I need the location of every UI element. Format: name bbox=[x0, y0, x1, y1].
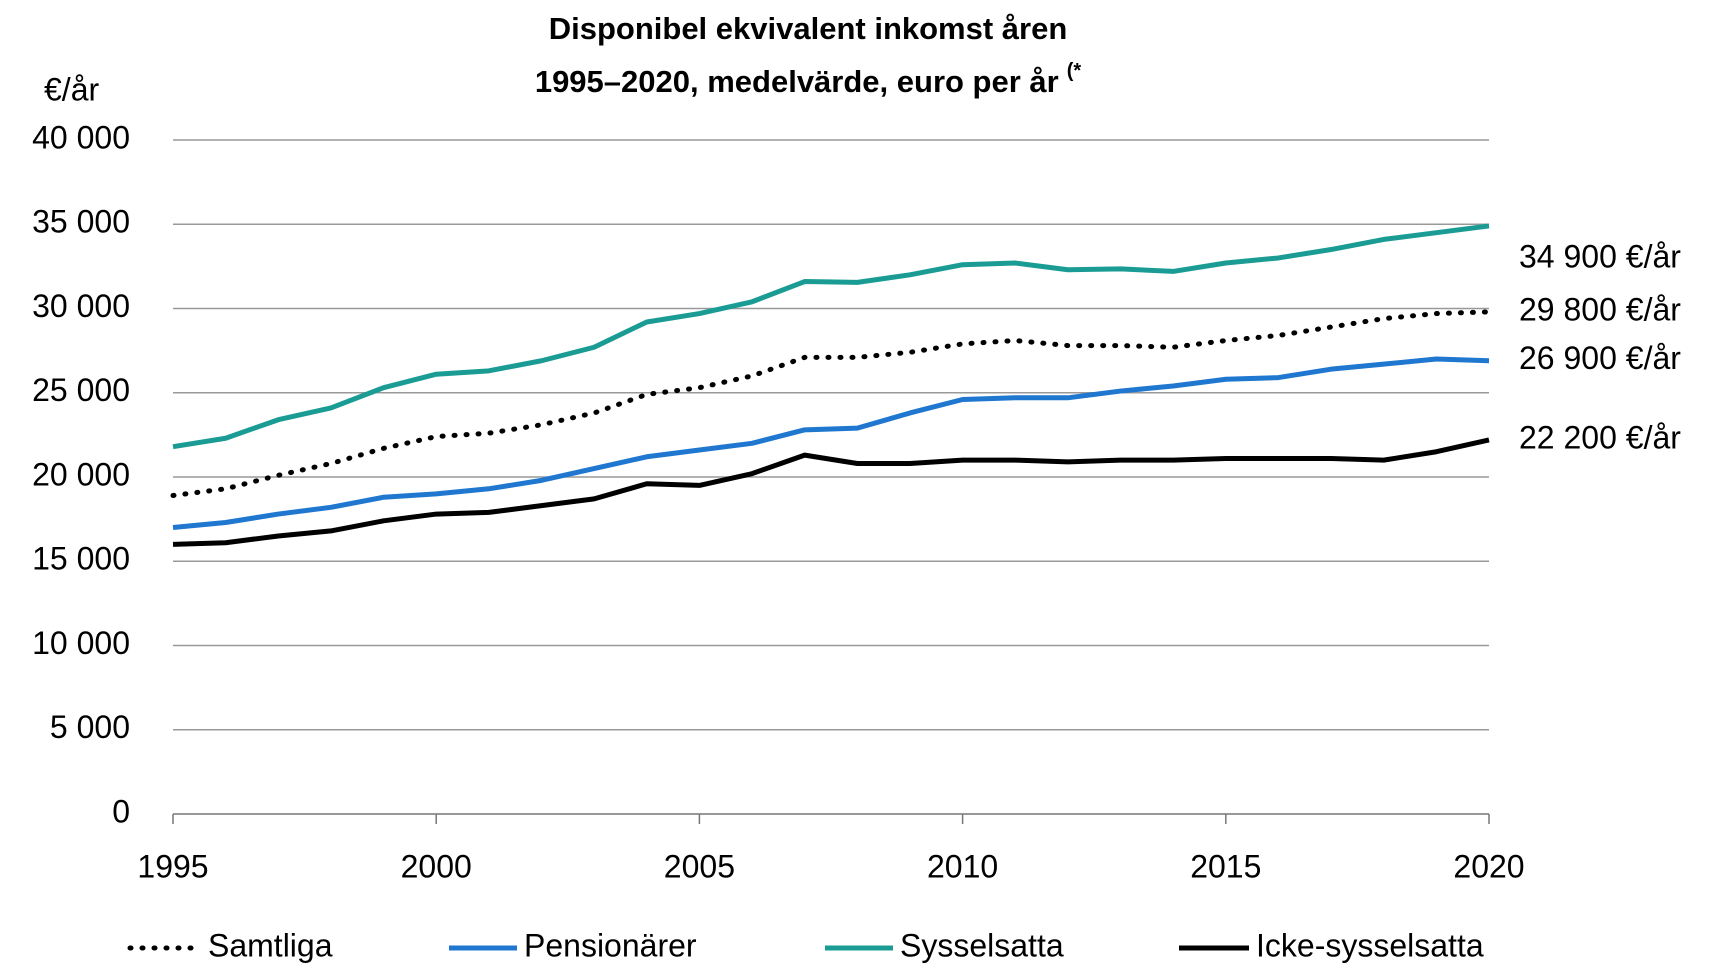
legend-label: Pensionärer bbox=[524, 927, 697, 963]
x-tick-label: 2015 bbox=[1190, 848, 1261, 884]
x-tick-label: 2000 bbox=[401, 848, 472, 884]
y-axis-label: €/år bbox=[44, 71, 99, 107]
y-tick-label: 35 000 bbox=[32, 204, 130, 240]
x-tick-label: 2020 bbox=[1453, 848, 1524, 884]
y-tick-label: 0 bbox=[112, 793, 130, 829]
x-tick-label: 1995 bbox=[137, 848, 208, 884]
chart-title: 1995–2020, medelvärde, euro per år (* bbox=[535, 60, 1082, 99]
y-tick-label: 10 000 bbox=[32, 625, 130, 661]
y-tick-label: 40 000 bbox=[32, 119, 130, 155]
y-tick-label: 20 000 bbox=[32, 456, 130, 492]
title-note: (* bbox=[1067, 60, 1082, 82]
end-label: 22 200 €/år bbox=[1519, 419, 1681, 455]
series-line bbox=[172, 437, 1490, 547]
series-line bbox=[172, 356, 1490, 531]
end-label: 34 900 €/år bbox=[1519, 238, 1681, 274]
y-tick-label: 30 000 bbox=[32, 288, 130, 324]
legend-label: Samtliga bbox=[208, 927, 333, 963]
chart-title: Disponibel ekvivalent inkomst åren bbox=[549, 11, 1068, 46]
end-label: 26 900 €/år bbox=[1519, 340, 1681, 376]
y-tick-label: 15 000 bbox=[32, 541, 130, 577]
series-line bbox=[170, 309, 1492, 499]
legend-label: Icke-sysselsatta bbox=[1256, 927, 1484, 963]
chart-title: 1995–2020, medelvärde, euro per år bbox=[535, 64, 1059, 99]
legend-label: Sysselsatta bbox=[900, 927, 1064, 963]
y-tick-label: 25 000 bbox=[32, 372, 130, 408]
y-tick-label: 5 000 bbox=[50, 709, 130, 745]
x-tick-label: 2010 bbox=[927, 848, 998, 884]
end-label: 29 800 €/år bbox=[1519, 291, 1681, 327]
x-tick-label: 2005 bbox=[664, 848, 735, 884]
series-line bbox=[172, 223, 1490, 450]
